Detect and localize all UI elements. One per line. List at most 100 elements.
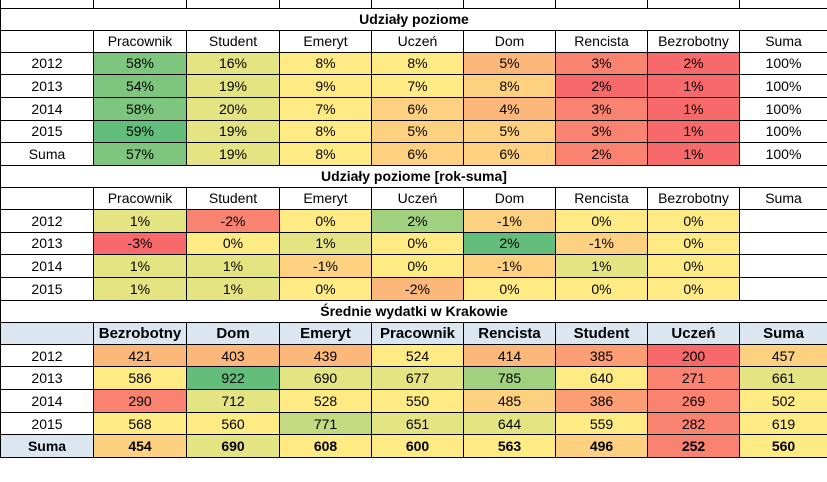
data-cell[interactable]: 0%: [279, 208, 372, 233]
table-title[interactable]: Udziały poziome: [0, 7, 827, 31]
data-cell[interactable]: 560: [739, 434, 827, 459]
column-header[interactable]: Uczeń: [371, 29, 464, 53]
data-cell[interactable]: 2%: [371, 208, 464, 233]
data-cell[interactable]: 690: [279, 366, 372, 391]
data-cell[interactable]: 2%: [555, 74, 648, 98]
column-header[interactable]: Suma: [739, 321, 827, 345]
data-cell[interactable]: 8%: [371, 51, 464, 76]
column-header[interactable]: Rencista: [463, 321, 556, 345]
data-cell[interactable]: 59%: [93, 119, 187, 144]
data-cell[interactable]: 282: [647, 411, 740, 436]
data-cell[interactable]: -1%: [279, 254, 372, 278]
data-cell[interactable]: 6%: [371, 96, 464, 121]
data-cell[interactable]: 100%: [739, 74, 827, 98]
column-header[interactable]: Pracownik: [371, 321, 464, 345]
column-header[interactable]: Bezrobotny: [93, 321, 187, 345]
data-cell[interactable]: 439: [279, 343, 372, 368]
data-cell[interactable]: -1%: [555, 231, 648, 256]
column-header[interactable]: Emeryt: [279, 29, 372, 53]
cut-off-cell[interactable]: [186, 0, 280, 9]
cut-off-cell[interactable]: [0, 0, 94, 9]
data-cell[interactable]: 1%: [647, 74, 740, 98]
data-cell[interactable]: 1%: [647, 142, 740, 166]
data-cell[interactable]: 2%: [555, 142, 648, 166]
data-cell[interactable]: [739, 231, 827, 256]
data-cell[interactable]: 2%: [647, 51, 740, 76]
data-cell[interactable]: 600: [371, 434, 464, 459]
data-cell[interactable]: 922: [186, 366, 280, 391]
data-cell[interactable]: 290: [93, 389, 187, 413]
data-cell[interactable]: 524: [371, 343, 464, 368]
data-cell[interactable]: -2%: [186, 208, 280, 233]
data-cell[interactable]: 4%: [463, 96, 556, 121]
data-cell[interactable]: 421: [93, 343, 187, 368]
data-cell[interactable]: 3%: [555, 51, 648, 76]
data-cell[interactable]: 58%: [93, 96, 187, 121]
row-label[interactable]: 2014: [0, 254, 94, 278]
data-cell[interactable]: 586: [93, 366, 187, 391]
data-cell[interactable]: 414: [463, 343, 556, 368]
cut-off-cell[interactable]: [463, 0, 556, 9]
data-cell[interactable]: 0%: [555, 277, 648, 301]
data-cell[interactable]: 502: [739, 389, 827, 413]
data-cell[interactable]: 640: [555, 366, 648, 391]
column-header[interactable]: Student: [186, 186, 280, 210]
data-cell[interactable]: 560: [186, 411, 280, 436]
column-header[interactable]: Suma: [739, 186, 827, 210]
row-label[interactable]: Suma: [0, 434, 94, 459]
data-cell[interactable]: 1%: [647, 119, 740, 144]
data-cell[interactable]: 19%: [186, 142, 280, 166]
row-label[interactable]: 2013: [0, 231, 94, 256]
column-header[interactable]: Student: [555, 321, 648, 345]
data-cell[interactable]: 0%: [555, 208, 648, 233]
data-cell[interactable]: 7%: [279, 96, 372, 121]
column-header[interactable]: Student: [186, 29, 280, 53]
data-cell[interactable]: 0%: [647, 277, 740, 301]
column-header[interactable]: Uczeń: [647, 321, 740, 345]
data-cell[interactable]: 9%: [279, 74, 372, 98]
data-cell[interactable]: 269: [647, 389, 740, 413]
header-corner-cell[interactable]: [0, 186, 94, 210]
cut-off-cell[interactable]: [279, 0, 372, 9]
data-cell[interactable]: 3%: [555, 119, 648, 144]
column-header[interactable]: Bezrobotny: [647, 186, 740, 210]
data-cell[interactable]: 6%: [463, 142, 556, 166]
column-header[interactable]: Suma: [739, 29, 827, 53]
data-cell[interactable]: 20%: [186, 96, 280, 121]
data-cell[interactable]: 19%: [186, 74, 280, 98]
data-cell[interactable]: 1%: [647, 96, 740, 121]
data-cell[interactable]: -1%: [463, 208, 556, 233]
data-cell[interactable]: 1%: [93, 277, 187, 301]
header-corner-cell[interactable]: [0, 29, 94, 53]
data-cell[interactable]: 771: [279, 411, 372, 436]
column-header[interactable]: Emeryt: [279, 186, 372, 210]
data-cell[interactable]: 457: [739, 343, 827, 368]
data-cell[interactable]: 690: [186, 434, 280, 459]
cut-off-cell[interactable]: [371, 0, 464, 9]
data-cell[interactable]: 54%: [93, 74, 187, 98]
data-cell[interactable]: 0%: [279, 277, 372, 301]
data-cell[interactable]: 496: [555, 434, 648, 459]
row-label[interactable]: Suma: [0, 142, 94, 166]
data-cell[interactable]: 252: [647, 434, 740, 459]
data-cell[interactable]: 5%: [463, 119, 556, 144]
cut-off-cell[interactable]: [93, 0, 187, 9]
data-cell[interactable]: 7%: [371, 74, 464, 98]
data-cell[interactable]: 385: [555, 343, 648, 368]
data-cell[interactable]: 619: [739, 411, 827, 436]
data-cell[interactable]: 5%: [371, 119, 464, 144]
data-cell[interactable]: 485: [463, 389, 556, 413]
data-cell[interactable]: 2%: [463, 231, 556, 256]
data-cell[interactable]: 0%: [371, 254, 464, 278]
data-cell[interactable]: 403: [186, 343, 280, 368]
cut-off-cell[interactable]: [647, 0, 740, 9]
data-cell[interactable]: 57%: [93, 142, 187, 166]
data-cell[interactable]: [739, 254, 827, 278]
row-label[interactable]: 2015: [0, 277, 94, 301]
data-cell[interactable]: [739, 208, 827, 233]
data-cell[interactable]: 1%: [93, 208, 187, 233]
data-cell[interactable]: 1%: [279, 231, 372, 256]
data-cell[interactable]: 19%: [186, 119, 280, 144]
column-header[interactable]: Pracownik: [93, 186, 187, 210]
data-cell[interactable]: 200: [647, 343, 740, 368]
